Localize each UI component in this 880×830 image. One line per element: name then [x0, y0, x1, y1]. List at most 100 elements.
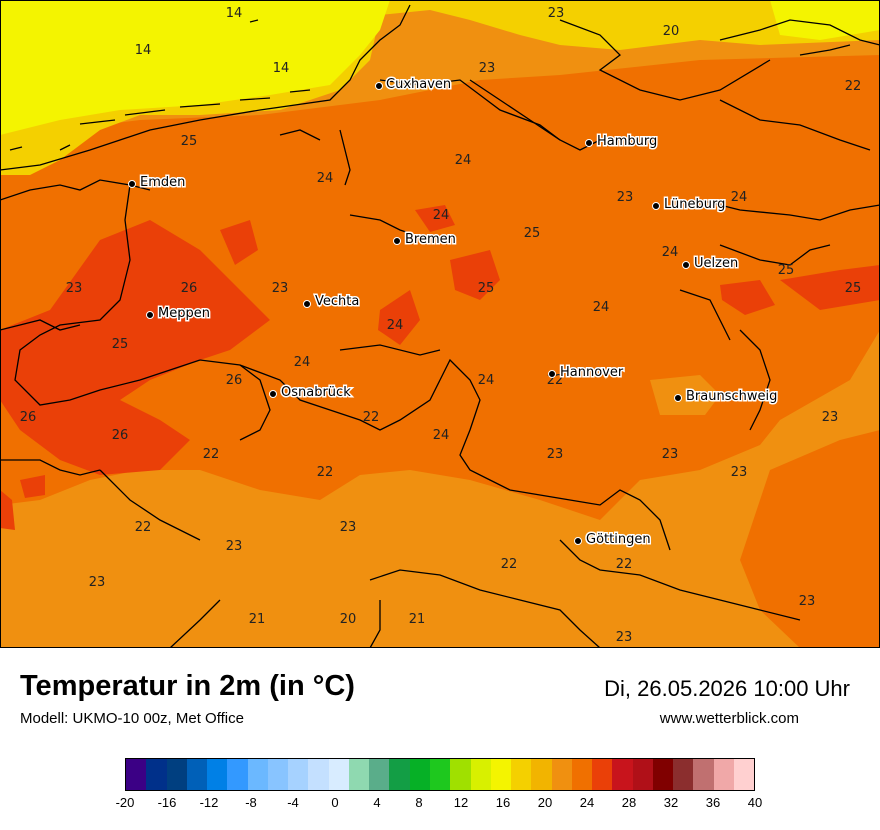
field-26-e — [720, 280, 775, 315]
scale-bin — [490, 759, 512, 790]
svg-text:Bremen: Bremen — [405, 232, 456, 247]
scale-bin — [227, 759, 248, 790]
temp-value: 26 — [112, 428, 129, 443]
scale-bin — [531, 759, 552, 790]
city-uelzen[interactable]: Uelzen — [682, 255, 740, 273]
scale-bin — [592, 759, 613, 790]
scale-tick-label: 16 — [495, 795, 511, 810]
svg-text:Vechta: Vechta — [315, 294, 359, 309]
temp-value: 25 — [478, 281, 495, 296]
temp-value: 23 — [616, 630, 633, 645]
temp-value: 23 — [89, 575, 106, 590]
temp-value: 24 — [294, 355, 311, 370]
temp-value: 23 — [547, 447, 564, 462]
temp-value: 20 — [340, 612, 357, 627]
temp-value: 24 — [433, 428, 450, 443]
scale-bin — [146, 759, 167, 790]
city-bremen[interactable]: Bremen — [393, 231, 457, 249]
svg-text:Cuxhaven: Cuxhaven — [386, 77, 451, 92]
field-26-c — [450, 250, 500, 300]
scale-bin — [429, 759, 451, 790]
temp-value: 24 — [387, 318, 404, 333]
field-14 — [0, 0, 390, 135]
field-26-f — [780, 265, 880, 310]
scale-tick-label: 8 — [415, 795, 423, 810]
color-scale — [125, 758, 755, 791]
temp-value: 22 — [363, 410, 380, 425]
scale-bin — [551, 759, 572, 790]
city-goettingen[interactable]: Göttingen — [574, 531, 652, 549]
temp-value: 22 — [616, 557, 633, 572]
field-26-g — [20, 475, 45, 498]
scale-tick-label: -12 — [199, 795, 219, 810]
temp-value: 24 — [593, 300, 610, 315]
field-26-a — [220, 220, 258, 265]
scale-bin — [409, 759, 430, 790]
scale-bin — [632, 759, 653, 790]
city-lueneburg[interactable]: Lüneburg — [652, 196, 727, 214]
scale-bin — [348, 759, 370, 790]
temp-value: 21 — [249, 612, 266, 627]
scale-tick-label: -20 — [115, 795, 135, 810]
scale-bin — [733, 759, 755, 790]
city-hamburg[interactable]: Hamburg — [585, 133, 659, 151]
scale-tick-label: 0 — [331, 795, 339, 810]
scale-bin — [652, 759, 674, 790]
scale-tick-label: 4 — [373, 795, 381, 810]
temp-value: 22 — [317, 465, 334, 480]
temp-value: 20 — [663, 24, 680, 39]
svg-text:Emden: Emden — [140, 175, 185, 190]
city-braunschweig[interactable]: Braunschweig — [674, 388, 779, 406]
scale-bin — [288, 759, 309, 790]
scale-tick-label: 40 — [747, 795, 763, 810]
map-title: Temperatur in 2m (in °C) — [20, 670, 355, 702]
temp-value: 23 — [479, 61, 496, 76]
city-vechta[interactable]: Vechta — [303, 293, 361, 311]
website-link[interactable]: www.wetterblick.com — [659, 710, 799, 727]
temp-value: 23 — [662, 447, 679, 462]
temp-value: 26 — [226, 373, 243, 388]
temp-value: 24 — [317, 171, 334, 186]
temp-value: 25 — [112, 337, 129, 352]
temp-value: 24 — [731, 190, 748, 205]
field-26-west — [0, 220, 270, 475]
temp-value: 24 — [433, 208, 450, 223]
scale-bin — [470, 759, 491, 790]
city-osnabrueck[interactable]: Osnabrück — [269, 384, 353, 402]
field-26-d — [415, 205, 455, 232]
svg-text:Lüneburg: Lüneburg — [664, 197, 725, 212]
city-meppen[interactable]: Meppen — [146, 305, 211, 323]
scale-tick-label: 24 — [579, 795, 595, 810]
temp-value: 23 — [617, 190, 634, 205]
scale-bin — [328, 759, 349, 790]
temp-value: 25 — [524, 226, 541, 241]
temp-value: 23 — [822, 410, 839, 425]
scale-bin — [247, 759, 268, 790]
city-cuxhaven[interactable]: Cuxhaven — [375, 76, 453, 94]
temp-value: 25 — [778, 263, 795, 278]
forecast-datetime: Di, 26.05.2026 10:00 Uhr — [604, 676, 850, 701]
temp-value: 14 — [273, 61, 290, 76]
scale-bin — [612, 759, 633, 790]
temp-value: 21 — [409, 612, 426, 627]
temp-value: 14 — [226, 6, 243, 21]
color-scale-ticks: -20 -16 -12 -8 -4 0 4 8 12 16 20 24 28 32 36 40 — [116, 795, 763, 815]
field-22-bs — [650, 375, 720, 415]
temp-value: 22 — [501, 557, 518, 572]
temp-value: 23 — [226, 539, 243, 554]
svg-text:Göttingen: Göttingen — [586, 532, 651, 547]
temp-value: 26 — [20, 410, 37, 425]
temp-value: 23 — [66, 281, 83, 296]
svg-text:Braunschweig: Braunschweig — [686, 389, 777, 404]
temp-value: 22 — [203, 447, 220, 462]
scale-bin — [713, 759, 734, 790]
city-hannover[interactable]: Hannover — [548, 364, 625, 382]
scale-bin — [267, 759, 289, 790]
temp-value: 25 — [845, 281, 862, 296]
temp-value: 23 — [799, 594, 816, 609]
temp-value: 23 — [340, 520, 357, 535]
temp-value: 23 — [548, 6, 565, 21]
temp-value: 22 — [845, 79, 862, 94]
scale-tick-label: 12 — [453, 795, 469, 810]
city-emden[interactable]: Emden — [128, 174, 187, 192]
